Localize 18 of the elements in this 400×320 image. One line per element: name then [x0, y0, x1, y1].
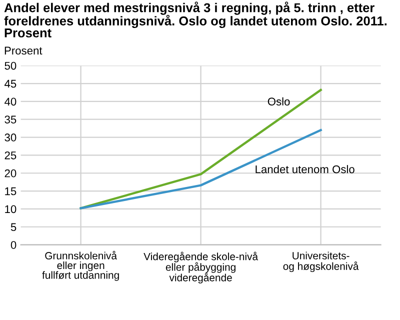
y-tick-label: 10 [5, 205, 16, 214]
y-tick-label: 25 [4, 151, 16, 160]
y-tick-label: 5 [10, 223, 16, 232]
y-tick-label: 45 [4, 80, 16, 88]
y-tick-label: 15 [5, 187, 16, 196]
series-label: Landet utenom Oslo [256, 165, 354, 174]
y-tick-label: 40 [4, 98, 16, 106]
y-tick-label: 30 [4, 134, 16, 142]
chart-title: Andel elever med mestringsnivå 3 i regning, på 5. trinn , etter foreldrenes utdanningsnivå. Oslo og landet utenom Oslo. 2011. Prosent [4, 2, 387, 38]
x-tick-label: Universitets- og høgskolenivå [283, 252, 359, 272]
x-tick-label: Videregående skole-nivå eller påbygging videregående [144, 252, 258, 284]
y-tick-label: 35 [4, 116, 16, 124]
series-label: Oslo [268, 97, 290, 106]
x-tick-label: Grunnskolenivå eller ingen fullført utdanning [42, 250, 119, 281]
y-tick-label: 0 [10, 241, 16, 249]
y-axis-title: Prosent [4, 46, 42, 55]
y-tick-label: 50 [4, 62, 16, 70]
y-tick-label: 20 [4, 169, 16, 178]
